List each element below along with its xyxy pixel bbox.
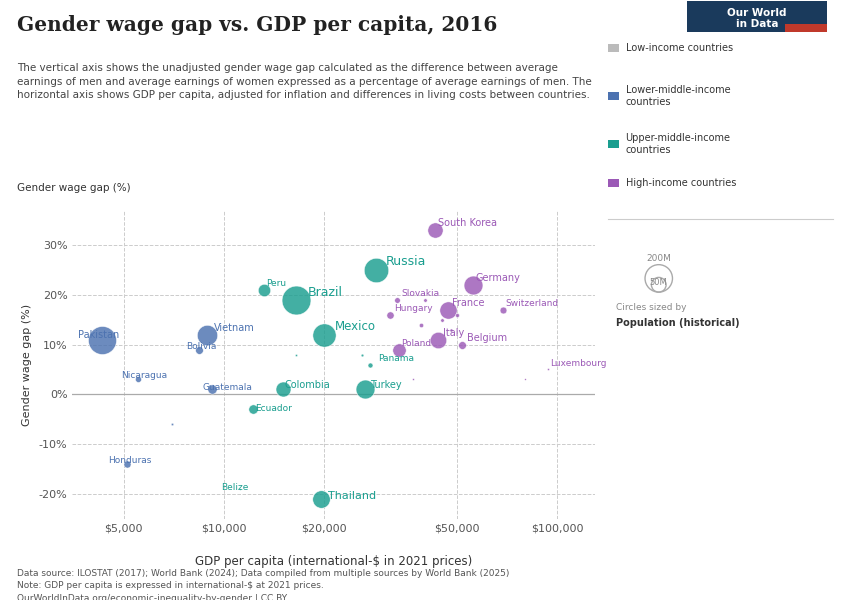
- Text: Peru: Peru: [266, 279, 286, 288]
- Point: [276, 385, 290, 394]
- Point: [406, 374, 420, 384]
- Point: [518, 374, 531, 384]
- Point: [234, 484, 247, 494]
- Point: [290, 295, 303, 305]
- Text: Lower-middle-income
countries: Lower-middle-income countries: [626, 85, 730, 107]
- Text: Our World: Our World: [728, 8, 787, 18]
- Text: South Korea: South Korea: [439, 218, 497, 229]
- Text: GDP per capita (international-$ in 2021 prices): GDP per capita (international-$ in 2021 …: [195, 554, 473, 568]
- Text: Data source: ILOSTAT (2017); World Bank (2024); Data compiled from multiple sour: Data source: ILOSTAT (2017); World Bank …: [17, 569, 509, 600]
- Text: Ecuador: Ecuador: [255, 404, 292, 413]
- Text: France: France: [452, 298, 484, 308]
- Point: [120, 460, 133, 469]
- Text: Belize: Belize: [221, 482, 248, 491]
- Point: [369, 265, 382, 275]
- Point: [166, 419, 179, 429]
- Point: [355, 350, 369, 359]
- Text: Switzerland: Switzerland: [506, 299, 558, 308]
- Point: [318, 330, 332, 340]
- Point: [201, 330, 214, 340]
- Point: [496, 305, 510, 314]
- Y-axis label: Gender wage gap (%): Gender wage gap (%): [22, 304, 31, 425]
- Text: Germany: Germany: [476, 273, 521, 283]
- Point: [450, 310, 463, 319]
- Point: [392, 345, 405, 355]
- Point: [441, 305, 455, 314]
- Text: Slovakia: Slovakia: [401, 289, 439, 298]
- Point: [417, 295, 431, 305]
- Text: Hungary: Hungary: [394, 304, 434, 313]
- Point: [467, 280, 480, 290]
- Text: Upper-middle-income
countries: Upper-middle-income countries: [626, 133, 731, 155]
- Text: Russia: Russia: [385, 256, 426, 268]
- Point: [192, 345, 206, 355]
- Point: [432, 335, 445, 344]
- Point: [290, 350, 303, 359]
- Point: [358, 385, 371, 394]
- Text: 200M: 200M: [646, 254, 672, 263]
- Text: 50M: 50M: [650, 278, 667, 287]
- Text: Low-income countries: Low-income countries: [626, 43, 733, 53]
- Text: Colombia: Colombia: [285, 380, 331, 391]
- Text: Mexico: Mexico: [335, 320, 376, 333]
- Point: [428, 225, 442, 235]
- Point: [95, 335, 109, 344]
- Point: [205, 385, 218, 394]
- Point: [456, 340, 469, 349]
- Text: Gender wage gap (%): Gender wage gap (%): [17, 183, 131, 193]
- Text: Thailand: Thailand: [328, 491, 376, 500]
- Text: Brazil: Brazil: [308, 286, 343, 299]
- Text: Gender wage gap vs. GDP per capita, 2016: Gender wage gap vs. GDP per capita, 2016: [17, 15, 497, 35]
- Text: in Data: in Data: [736, 19, 779, 29]
- Text: Poland: Poland: [401, 339, 431, 348]
- Point: [314, 494, 327, 504]
- Point: [364, 359, 377, 369]
- Text: Circles sized by: Circles sized by: [616, 303, 687, 312]
- Point: [414, 320, 428, 329]
- Point: [390, 295, 404, 305]
- Text: Bolivia: Bolivia: [186, 341, 217, 350]
- Text: The vertical axis shows the unadjusted gender wage gap calculated as the differe: The vertical axis shows the unadjusted g…: [17, 63, 592, 100]
- Text: Population (historical): Population (historical): [616, 318, 740, 328]
- Text: Luxembourg: Luxembourg: [550, 359, 606, 368]
- Text: Turkey: Turkey: [371, 380, 402, 391]
- Text: Vietnam: Vietnam: [213, 323, 254, 333]
- Point: [131, 374, 145, 384]
- Point: [258, 285, 271, 295]
- Text: Guatemala: Guatemala: [202, 383, 252, 392]
- Text: Honduras: Honduras: [109, 456, 152, 465]
- Text: High-income countries: High-income countries: [626, 178, 736, 188]
- Text: Italy: Italy: [443, 328, 464, 338]
- Point: [246, 404, 259, 414]
- Point: [541, 365, 555, 374]
- Text: Nicaragua: Nicaragua: [121, 371, 167, 380]
- Point: [435, 315, 449, 325]
- Text: Panama: Panama: [378, 354, 414, 363]
- Point: [383, 310, 397, 319]
- Point: [444, 325, 457, 334]
- Text: Belgium: Belgium: [467, 333, 507, 343]
- Text: Pakistan: Pakistan: [78, 329, 120, 340]
